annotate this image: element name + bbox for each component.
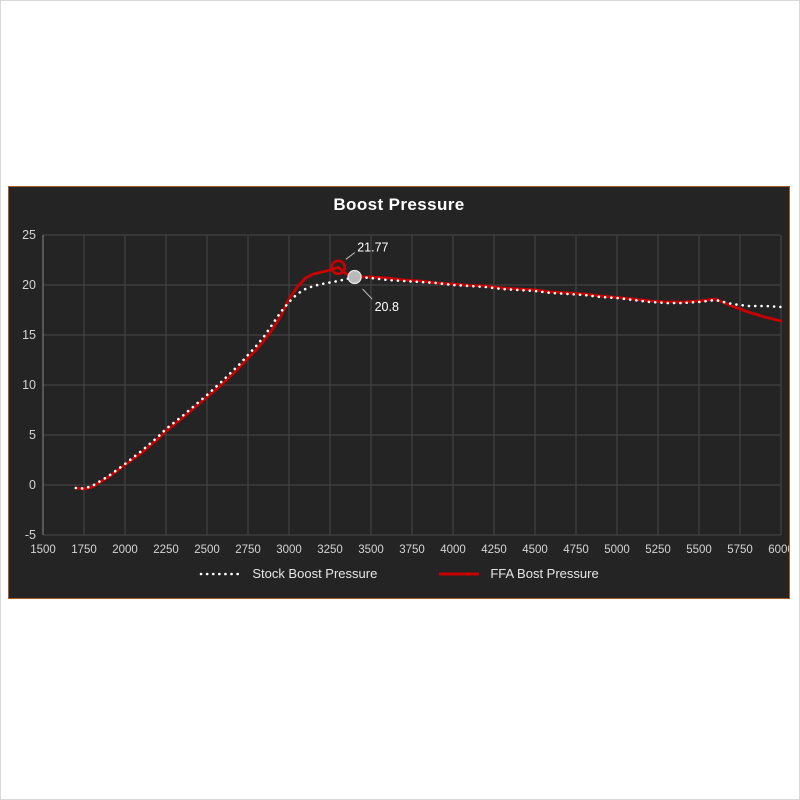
legend-item-ffa: FFA Bost Pressure bbox=[437, 566, 599, 581]
y-tick-label: 15 bbox=[22, 328, 36, 342]
x-tick-label: 2500 bbox=[194, 544, 220, 556]
annotation-label: 21.77 bbox=[357, 240, 388, 254]
gridlines bbox=[42, 234, 782, 536]
legend-label: FFA Bost Pressure bbox=[490, 566, 599, 581]
y-tick-label: 0 bbox=[29, 478, 36, 492]
x-tick-label: 4750 bbox=[563, 544, 589, 556]
x-tick-label: 2750 bbox=[235, 544, 261, 556]
axis-labels: 25 20 15 10 5 0 -5 1500 1750 2000 2250 2500 2750 3000… bbox=[22, 228, 789, 556]
legend-swatch-ffa bbox=[439, 572, 480, 575]
y-tick-label: 20 bbox=[22, 278, 36, 292]
series-lines bbox=[74, 265, 783, 491]
x-tick-label: 4250 bbox=[481, 544, 507, 556]
x-tick-label: 3250 bbox=[317, 544, 343, 556]
x-tick-label: 3000 bbox=[276, 544, 302, 556]
annotation-leader-line bbox=[345, 252, 356, 260]
y-tick-label: 5 bbox=[29, 428, 36, 442]
x-tick-label: 4000 bbox=[440, 544, 466, 556]
x-tick-label: 2250 bbox=[153, 544, 179, 556]
x-tick-label: 4500 bbox=[522, 544, 548, 556]
x-tick-label: 3750 bbox=[399, 544, 425, 556]
chart-legend: Stock Boost Pressure FFA Bost Pressure bbox=[9, 566, 789, 581]
x-tick-label: 1500 bbox=[30, 544, 56, 556]
legend-label: Stock Boost Pressure bbox=[252, 566, 378, 581]
series-stock-line bbox=[74, 275, 783, 490]
x-tick-label: 5250 bbox=[645, 544, 671, 556]
x-tick-label: 3500 bbox=[358, 544, 384, 556]
series-ffa-line bbox=[74, 265, 783, 491]
x-tick-label: 5500 bbox=[686, 544, 712, 556]
legend-swatch-stock bbox=[200, 572, 243, 575]
y-tick-label: -5 bbox=[25, 528, 36, 542]
annotation-label: 20.8 bbox=[375, 300, 399, 314]
x-tick-label: 6000 bbox=[768, 544, 789, 556]
legend-item-stock: Stock Boost Pressure bbox=[199, 566, 377, 581]
boost-pressure-chart: 25 20 15 10 5 0 -5 1500 1750 2000 2250 2500 2750 3000… bbox=[22, 228, 789, 556]
peak-marker-stock bbox=[347, 269, 362, 285]
annotation-leader-line bbox=[362, 288, 373, 300]
x-tick-label: 5750 bbox=[727, 544, 753, 556]
y-tick-label: 10 bbox=[22, 378, 36, 392]
x-tick-label: 1750 bbox=[71, 544, 97, 556]
y-tick-label: 25 bbox=[22, 228, 36, 242]
peak-marker-ffa bbox=[330, 259, 347, 276]
x-tick-label: 2000 bbox=[112, 544, 138, 556]
annotations: 21.77 20.8 bbox=[330, 240, 399, 314]
chart-title: Boost Pressure bbox=[333, 195, 465, 214]
x-tick-label: 5000 bbox=[604, 544, 630, 556]
chart-panel: Boost Pressure 25 20 15 10 5 0 -5 1500 1750 2000 2… bbox=[8, 186, 790, 599]
